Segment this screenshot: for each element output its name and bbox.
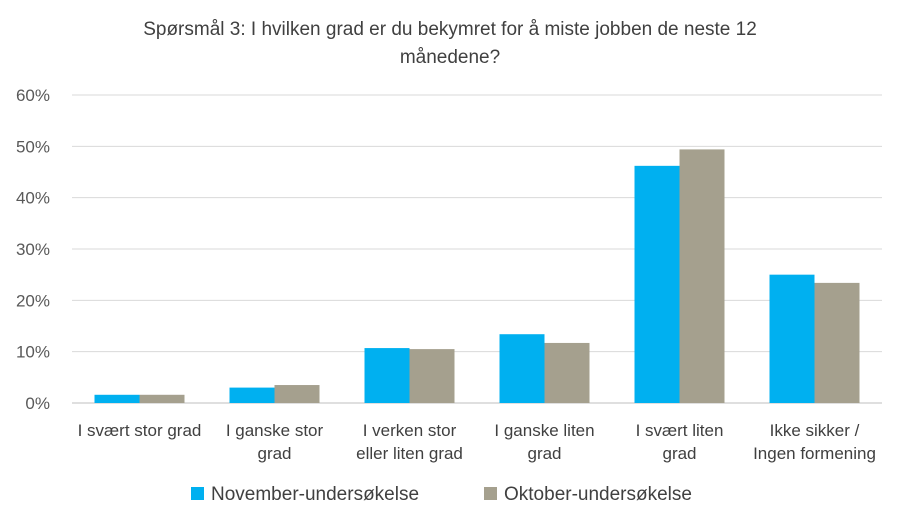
- x-category-label: grad: [662, 444, 696, 463]
- bar-oktober: [409, 349, 455, 403]
- bar-november: [94, 394, 140, 403]
- y-tick-label: 20%: [16, 291, 50, 310]
- bar-oktober: [814, 282, 860, 403]
- legend-label: Oktober-undersøkelse: [504, 484, 692, 505]
- bar-oktober: [544, 342, 590, 403]
- x-category-label: Ikke sikker /: [770, 421, 860, 440]
- y-tick-label: 30%: [16, 240, 50, 259]
- bar-november: [229, 387, 275, 403]
- x-category-label: I ganske stor: [226, 421, 324, 440]
- bar-oktober: [274, 385, 320, 403]
- legend: November-undersøkelse Oktober-undersøkels…: [191, 484, 692, 505]
- x-category-label: grad: [527, 444, 561, 463]
- chart-title-line-1: Spørsmål 3: I hvilken grad er du bekymre…: [143, 19, 757, 40]
- legend-swatch: [484, 487, 497, 500]
- x-axis: I svært stor grad I ganske stor grad I verk…: [78, 421, 876, 463]
- bar-november: [499, 334, 545, 403]
- gridlines: [72, 94, 882, 404]
- y-tick-label: 60%: [16, 86, 50, 105]
- bar-oktober: [679, 149, 725, 403]
- y-tick-label: 40%: [16, 189, 50, 208]
- bar-november: [364, 348, 410, 403]
- bar-oktober: [139, 394, 185, 403]
- chart-title: Spørsmål 3: I hvilken grad er du bekymre…: [143, 19, 757, 68]
- y-tick-label: 10%: [16, 343, 50, 362]
- bar-november: [634, 165, 680, 403]
- y-tick-label: 50%: [16, 137, 50, 156]
- x-category-label: I verken stor: [363, 421, 457, 440]
- x-category-label: grad: [257, 444, 291, 463]
- x-category-label: I svært stor grad: [78, 421, 202, 440]
- bar-november: [769, 274, 815, 403]
- y-axis: 0% 10% 20% 30% 40% 50% 60%: [16, 86, 50, 413]
- chart-title-line-2: månedene?: [400, 47, 500, 68]
- y-tick-label: 0%: [25, 394, 50, 413]
- x-category-label: I ganske liten: [494, 421, 594, 440]
- x-category-label: I svært liten: [636, 421, 724, 440]
- legend-swatch: [191, 487, 204, 500]
- legend-label: November-undersøkelse: [211, 484, 419, 505]
- x-category-label: eller liten grad: [356, 444, 463, 463]
- x-category-label: Ingen formening: [753, 444, 876, 463]
- bars: [94, 149, 860, 403]
